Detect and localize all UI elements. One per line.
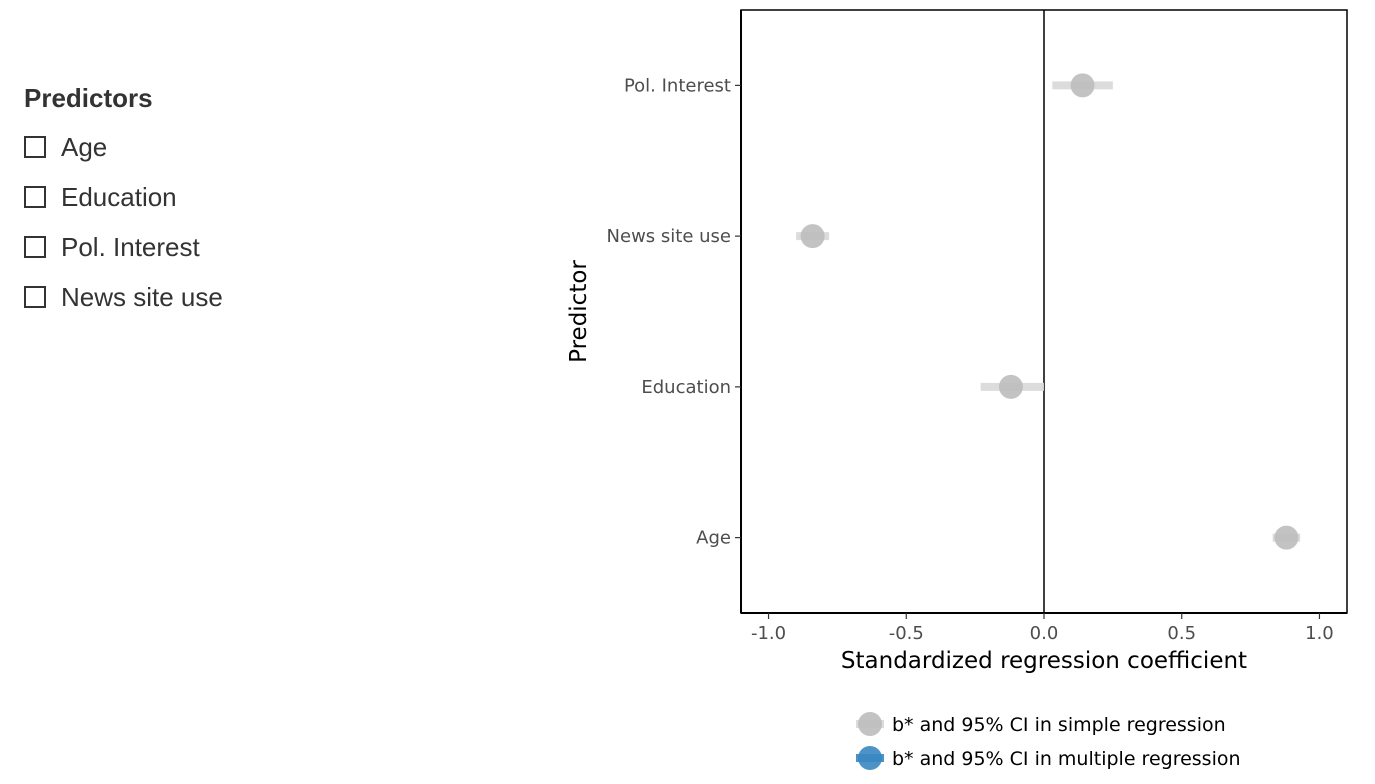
legend-label: b* and 95% CI in multiple regression [892,748,1241,770]
checkbox-age[interactable]: Age [24,122,344,172]
estimate-point [998,374,1023,399]
checkbox-box[interactable] [24,186,46,208]
x-tick-label: 1.0 [1305,623,1334,644]
checkbox-box[interactable] [24,236,46,258]
checkbox-education[interactable]: Education [24,172,344,222]
y-tick-label: Education [641,377,731,398]
predictors-panel: Predictors Age Education Pol. Interest N… [24,80,344,322]
checkbox-label: News site use [61,281,223,312]
estimate-point [1274,525,1299,550]
checkbox-label: Age [61,131,108,162]
checkbox-news-site-use[interactable]: News site use [24,272,344,322]
legend-label: b* and 95% CI in simple regression [892,714,1226,736]
y-axis-title: Predictor [566,260,592,363]
checkbox-box[interactable] [24,136,46,158]
y-tick-label: Age [696,528,731,549]
y-tick-label: News site use [607,226,731,247]
legend-key-point [858,712,882,736]
checkbox-label: Education [61,181,177,212]
x-tick-label: 0.5 [1167,623,1196,644]
estimate-point [800,224,825,249]
x-axis-title: Standardized regression coefficient [841,648,1247,674]
legend-key-point [858,746,882,770]
y-tick-label: Pol. Interest [624,75,731,96]
x-tick-label: -1.0 [751,623,786,644]
checkbox-box[interactable] [24,286,46,308]
x-tick-label: 0.0 [1030,623,1059,644]
checkbox-label: Pol. Interest [61,231,200,262]
checkbox-pol-interest[interactable]: Pol. Interest [24,222,344,272]
predictors-title: Predictors [24,83,153,113]
x-tick-label: -0.5 [889,623,924,644]
estimate-point [1070,73,1095,98]
